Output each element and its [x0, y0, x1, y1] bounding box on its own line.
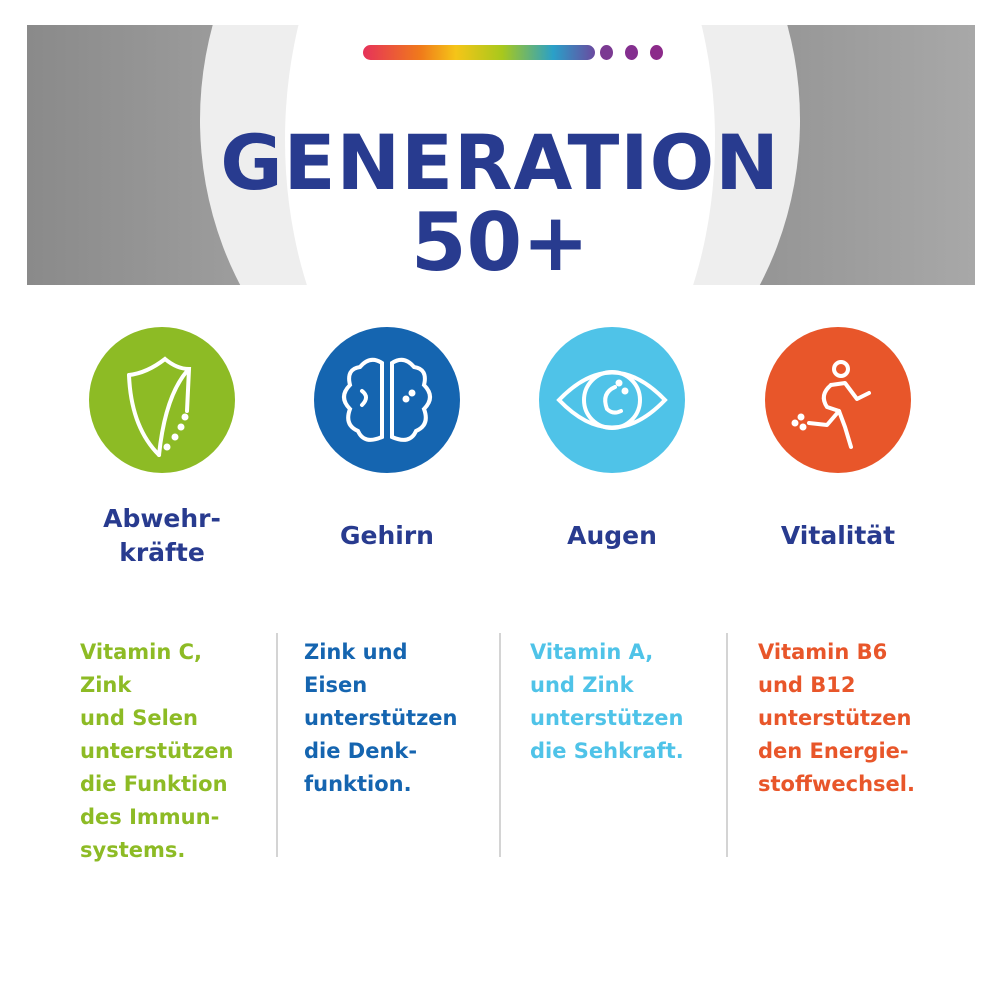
desc-immune: Vitamin C, Zink und Selen unterstützen d… — [80, 640, 234, 862]
desc-vitality: Vitamin B6 und B12 unterstützen den Ener… — [758, 640, 915, 796]
title-50plus: 50+ — [410, 196, 590, 289]
divider — [499, 633, 501, 857]
rainbow-bar — [363, 45, 595, 60]
banner-background — [27, 25, 975, 285]
benefit-circle-eyes — [539, 327, 685, 473]
label-immune: Abwehr- kräfte — [103, 504, 221, 567]
shield-icon — [127, 356, 192, 457]
label-vitality: Vitalität — [780, 521, 896, 550]
divider — [276, 633, 278, 857]
label-eyes: Augen — [567, 521, 657, 550]
divider — [726, 633, 728, 857]
dot-1 — [600, 45, 613, 60]
dot-2 — [625, 45, 638, 60]
eye-icon — [556, 370, 668, 430]
benefit-circle-brain — [314, 327, 460, 473]
runner-icon — [791, 360, 871, 449]
label-brain: Gehirn — [340, 521, 434, 550]
desc-eyes: Vitamin A, und Zink unterstützen die Seh… — [530, 640, 684, 763]
desc-brain: Zink und Eisen unterstützen die Denk- fu… — [304, 640, 458, 796]
dot-3 — [650, 45, 663, 60]
title-generation: GENERATION — [220, 118, 780, 207]
brain-icon — [342, 357, 432, 442]
hero-banner: GENERATION 50+ — [0, 0, 1000, 300]
benefit-circle-immune — [89, 327, 235, 473]
benefit-circle-vitality — [765, 327, 911, 473]
